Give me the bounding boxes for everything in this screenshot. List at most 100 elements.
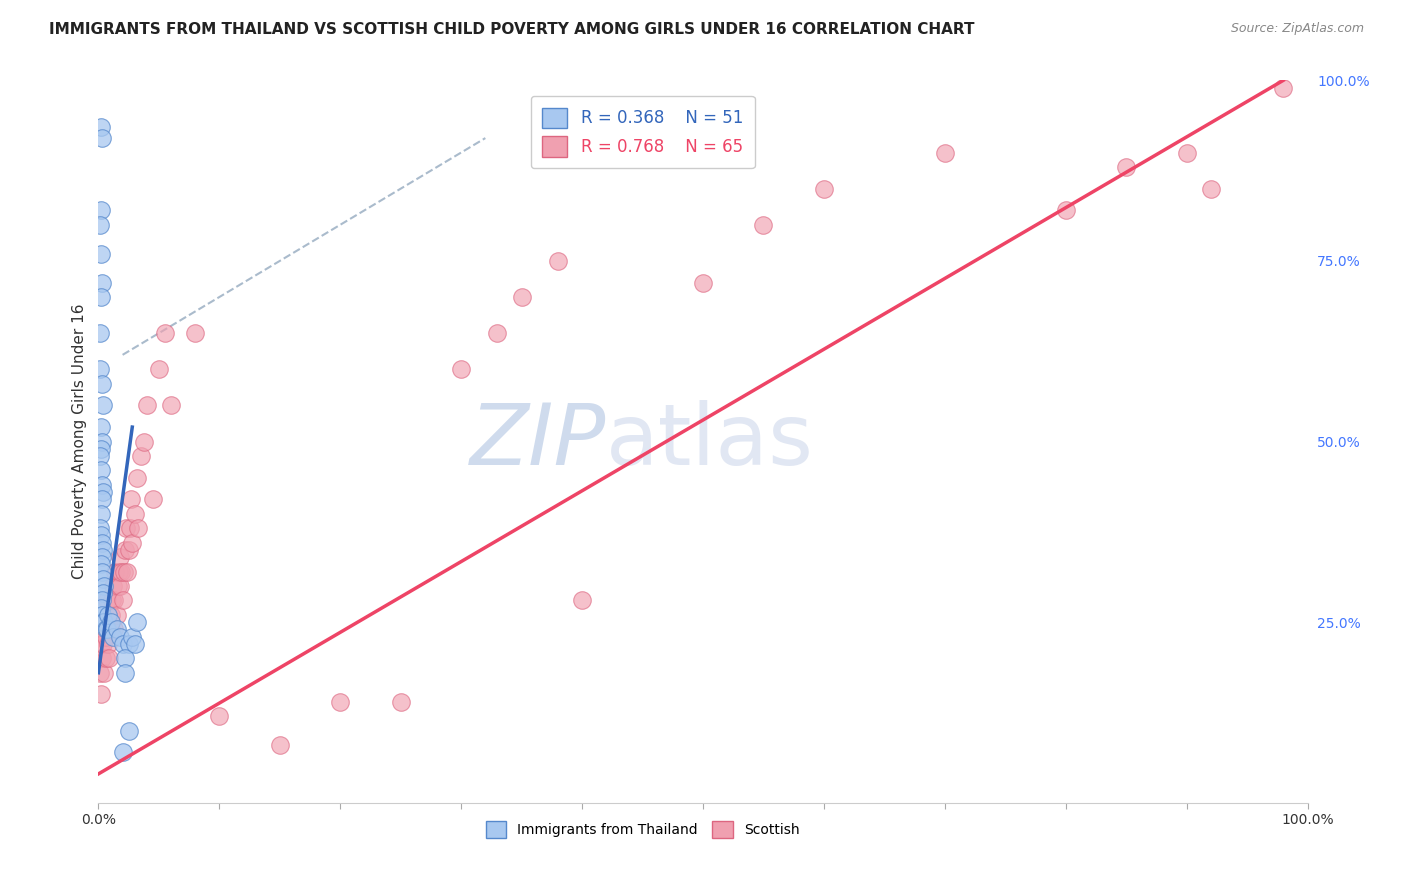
Point [114,542,136,557]
Point [108,565,131,579]
Point [90,203,112,218]
Point [934,145,956,160]
Point [101,630,124,644]
Point [124,507,146,521]
Point [90,442,112,456]
Point [104,565,127,579]
Point [127,615,149,630]
Point [90,290,112,304]
Point [111,637,134,651]
Point [91,607,114,622]
Point [1115,160,1137,174]
Point [90,246,112,260]
Point [329,695,352,709]
Point [91,478,114,492]
Point [89,362,111,376]
Point [110,565,132,579]
Point [90,687,112,701]
Point [121,630,143,644]
Point [91,651,114,665]
Point [1054,203,1077,218]
Point [114,651,136,665]
Point [93,665,115,680]
Point [127,521,149,535]
Point [97,607,120,622]
Point [93,579,115,593]
Point [269,738,291,752]
Point [97,615,120,630]
Point [91,586,114,600]
Text: atlas: atlas [606,400,814,483]
Point [100,623,122,637]
Point [90,507,112,521]
Point [96,593,118,607]
Point [129,449,152,463]
Point [91,593,114,607]
Point [547,253,569,268]
Point [111,593,134,607]
Point [91,485,114,500]
Point [115,521,138,535]
Point [100,615,122,630]
Point [100,607,122,622]
Point [91,542,114,557]
Point [118,637,141,651]
Point [486,326,509,340]
Point [692,276,714,290]
Legend: Immigrants from Thailand, Scottish: Immigrants from Thailand, Scottish [477,813,808,847]
Point [1175,145,1198,160]
Point [90,420,112,434]
Point [94,623,117,637]
Text: IMMIGRANTS FROM THAILAND VS SCOTTISH CHILD POVERTY AMONG GIRLS UNDER 16 CORRELAT: IMMIGRANTS FROM THAILAND VS SCOTTISH CHI… [49,22,974,37]
Point [90,120,112,135]
Point [90,600,112,615]
Point [91,572,114,586]
Point [111,745,134,759]
Point [107,579,129,593]
Point [91,565,114,579]
Point [120,492,142,507]
Point [91,615,114,630]
Point [90,558,112,572]
Point [89,326,111,340]
Point [91,276,114,290]
Y-axis label: Child Poverty Among Girls Under 16: Child Poverty Among Girls Under 16 [72,304,87,579]
Point [118,542,141,557]
Point [134,434,156,449]
Point [93,615,115,630]
Point [100,593,122,607]
Point [90,528,112,542]
Point [89,218,111,232]
Point [208,709,231,723]
Point [91,376,114,391]
Point [91,492,114,507]
Point [91,550,114,565]
Point [97,637,120,651]
Point [108,630,131,644]
Point [93,615,115,630]
Point [1199,182,1222,196]
Point [91,398,114,412]
Point [101,579,124,593]
Point [813,182,835,196]
Point [450,362,472,376]
Point [118,723,141,738]
Point [89,449,111,463]
Point [94,651,117,665]
Point [135,398,157,412]
Point [571,593,593,607]
Point [121,535,143,549]
Point [103,593,125,607]
Point [148,362,170,376]
Point [89,521,111,535]
Point [142,492,165,507]
Text: ZIP: ZIP [470,400,606,483]
Text: Source: ZipAtlas.com: Source: ZipAtlas.com [1230,22,1364,36]
Point [389,695,412,709]
Point [108,550,131,565]
Point [117,565,139,579]
Point [752,218,775,232]
Point [91,434,114,449]
Point [91,535,114,549]
Point [118,521,141,535]
